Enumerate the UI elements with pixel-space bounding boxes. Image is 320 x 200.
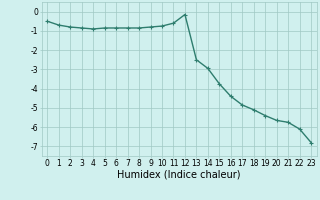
X-axis label: Humidex (Indice chaleur): Humidex (Indice chaleur) xyxy=(117,170,241,180)
